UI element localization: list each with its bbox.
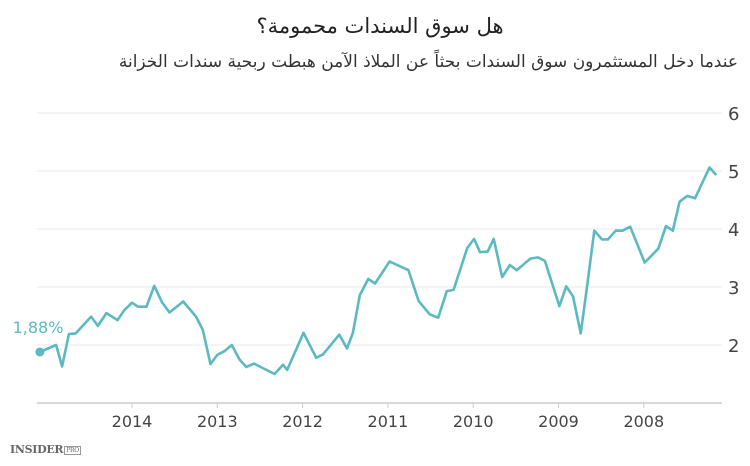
x-tick-label: 2013	[197, 412, 238, 431]
y-tick-label: 6	[728, 104, 739, 125]
x-tick-label: 2014	[112, 412, 153, 431]
chart-title: هل سوق السندات محمومة؟	[256, 14, 504, 38]
y-tick-label: 3	[728, 278, 739, 299]
chart-subtitle: عندما دخل المستثمرون سوق السندات بحثاً ع…	[118, 52, 738, 72]
y-tick-label: 4	[728, 220, 739, 241]
start-value-label: 1,88%	[13, 318, 64, 337]
x-tick-label: 2012	[282, 412, 323, 431]
x-tick-label: 2010	[453, 412, 494, 431]
start-point-marker	[35, 347, 45, 357]
y-tick-label: 2	[728, 336, 739, 357]
y-tick-label: 5	[728, 162, 739, 183]
logo-main: INSIDER	[10, 443, 64, 456]
series-line	[39, 166, 718, 376]
x-tick-label: 2009	[538, 412, 579, 431]
logo-sub: PRO	[64, 445, 81, 455]
insider-pro-logo: INSIDER PRO	[10, 443, 81, 456]
x-tick-label: 2011	[368, 412, 409, 431]
x-tick-label: 2008	[623, 412, 664, 431]
